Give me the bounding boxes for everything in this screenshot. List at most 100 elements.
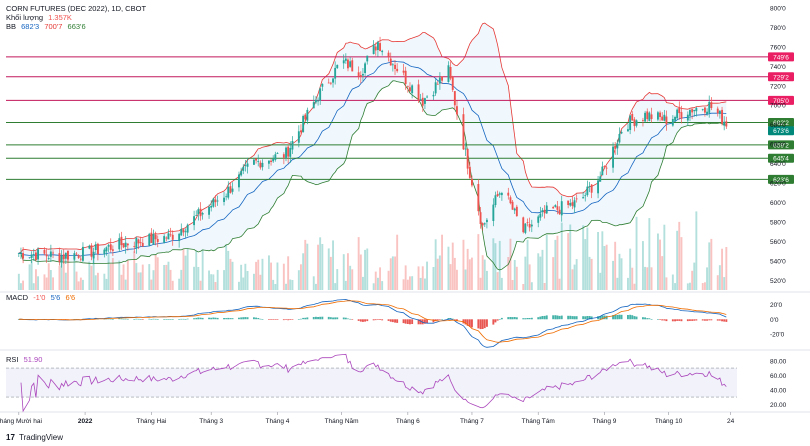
macd-hist-bar bbox=[289, 319, 292, 320]
macd-hist-bar bbox=[704, 319, 706, 321]
level-price-label: 645'4 bbox=[773, 156, 789, 163]
candle-body bbox=[22, 253, 24, 259]
time-axis-tick-label: Tháng 4 bbox=[266, 418, 290, 425]
candle-body bbox=[327, 82, 330, 84]
volume-bar bbox=[541, 249, 544, 290]
candle-body bbox=[539, 213, 542, 218]
macd-hist-bar bbox=[605, 315, 608, 320]
volume-bar bbox=[710, 238, 713, 290]
volume-bar bbox=[575, 259, 578, 290]
volume-bar bbox=[663, 224, 666, 290]
macd-hist-bar bbox=[332, 317, 334, 320]
candle-body bbox=[511, 201, 514, 210]
candle-body bbox=[404, 70, 407, 85]
volume-bar bbox=[349, 265, 352, 290]
candle-body bbox=[434, 82, 437, 94]
volume-bar bbox=[118, 260, 121, 290]
candle-body bbox=[165, 237, 168, 239]
macd-hist-bar bbox=[154, 318, 157, 320]
volume-bar bbox=[240, 264, 243, 290]
tradingview-brand[interactable]: 17 TradingView bbox=[6, 433, 63, 442]
volume-bar bbox=[603, 246, 606, 290]
candle-body bbox=[240, 170, 243, 176]
candle-body bbox=[231, 188, 234, 192]
macd-hist-bar bbox=[357, 319, 360, 321]
candle-body bbox=[421, 97, 424, 106]
macd-hist-bar bbox=[426, 319, 428, 323]
volume-bar bbox=[701, 283, 704, 290]
volume-bar bbox=[359, 254, 362, 290]
volume-bar bbox=[573, 264, 576, 290]
candle-body bbox=[274, 154, 277, 160]
level-price-label: 673'6 bbox=[773, 128, 789, 135]
candle-body bbox=[287, 146, 290, 157]
candle-body bbox=[124, 242, 127, 247]
volume-bar bbox=[648, 218, 651, 290]
volume-bar bbox=[201, 249, 204, 290]
volume-bar bbox=[169, 269, 172, 290]
candle-body bbox=[37, 249, 39, 260]
macd-hist-bar bbox=[268, 319, 270, 320]
macd-hist-bar bbox=[558, 315, 561, 320]
macd-hist-bar bbox=[498, 319, 501, 320]
volume-bar bbox=[231, 261, 234, 290]
candle-body bbox=[347, 59, 349, 69]
macd-hist-bar bbox=[650, 319, 653, 320]
macd-hist-bar bbox=[319, 316, 322, 320]
volume-bar bbox=[64, 272, 67, 290]
macd-hist-bar bbox=[560, 315, 563, 320]
candle-body bbox=[285, 147, 287, 158]
macd-hist-bar bbox=[238, 317, 240, 320]
volume-bar bbox=[332, 240, 334, 290]
candle-body bbox=[342, 60, 345, 64]
volume-bar bbox=[396, 234, 399, 290]
macd-hist-bar bbox=[124, 318, 127, 320]
volume-bar bbox=[404, 265, 407, 290]
macd-hist-bar bbox=[120, 318, 123, 320]
volume-bar bbox=[126, 260, 129, 290]
rsi-line bbox=[20, 353, 727, 413]
volume-bar bbox=[167, 261, 170, 290]
macd-hist-bar bbox=[257, 318, 260, 320]
macd-hist-bar bbox=[633, 316, 636, 320]
volume-bar bbox=[47, 263, 50, 290]
volume-bar bbox=[650, 267, 653, 290]
volume-bar bbox=[242, 277, 245, 290]
macd-hist-bar bbox=[362, 319, 364, 322]
macd-hist-bar bbox=[315, 316, 317, 320]
volume-bar bbox=[605, 244, 608, 290]
volume-bar bbox=[441, 234, 443, 290]
volume-bar bbox=[246, 271, 249, 290]
candle-body bbox=[650, 114, 653, 119]
macd-hist-bar bbox=[456, 319, 458, 322]
candle-body bbox=[300, 130, 302, 133]
macd-hist-bar bbox=[449, 318, 452, 320]
volume-bar bbox=[212, 274, 215, 290]
macd-hist-bar bbox=[244, 317, 247, 320]
macd-hist-bar bbox=[391, 319, 394, 323]
candle-body bbox=[389, 58, 392, 66]
volume-bar bbox=[105, 278, 108, 290]
candle-body bbox=[195, 215, 198, 216]
macd-hist-bar bbox=[229, 318, 232, 320]
macd-hist-bar bbox=[659, 319, 661, 320]
candle-body bbox=[163, 236, 166, 243]
candle-body bbox=[498, 193, 501, 195]
candle-body bbox=[212, 198, 215, 207]
volume-label: Khối lượng bbox=[6, 13, 44, 22]
volume-bar bbox=[274, 284, 277, 290]
level-price-tag bbox=[768, 140, 794, 150]
macd-hist-bar bbox=[618, 314, 621, 320]
candle-body bbox=[409, 87, 411, 92]
volume-bar bbox=[111, 258, 114, 290]
macd-hist-bar bbox=[718, 319, 721, 321]
volume-bar bbox=[567, 233, 570, 290]
candle-body bbox=[635, 120, 638, 126]
macd-hist-bar bbox=[150, 319, 153, 320]
candle-body bbox=[302, 116, 305, 133]
macd-hist-bar bbox=[169, 319, 172, 320]
candle-body bbox=[479, 212, 482, 224]
candle-body bbox=[438, 77, 441, 84]
